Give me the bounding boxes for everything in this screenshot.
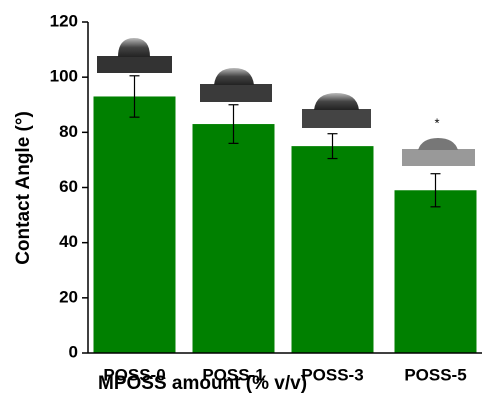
bar — [193, 124, 275, 353]
x-tick-label: POSS-1 — [202, 365, 264, 384]
y-tick-label: 80 — [59, 122, 78, 141]
chart: MPOSS amount (% v/v) Contact Angle (°) *… — [0, 0, 487, 415]
x-tick-label: POSS-0 — [103, 365, 165, 384]
x-tick-label: POSS-5 — [404, 365, 466, 384]
y-tick-label: 0 — [69, 342, 78, 361]
y-tick-label: 40 — [59, 232, 78, 251]
bar — [292, 146, 374, 353]
x-tick-label: POSS-3 — [301, 365, 363, 384]
y-tick-label: 100 — [50, 67, 78, 86]
y-tick-label: 120 — [50, 11, 78, 30]
y-axis-label: Contact Angle (°) — [13, 111, 34, 265]
bar — [395, 190, 477, 353]
y-tick-label: 60 — [59, 177, 78, 196]
y-tick-label: 20 — [59, 287, 78, 306]
annotation: * — [434, 115, 439, 130]
bar — [94, 96, 176, 353]
